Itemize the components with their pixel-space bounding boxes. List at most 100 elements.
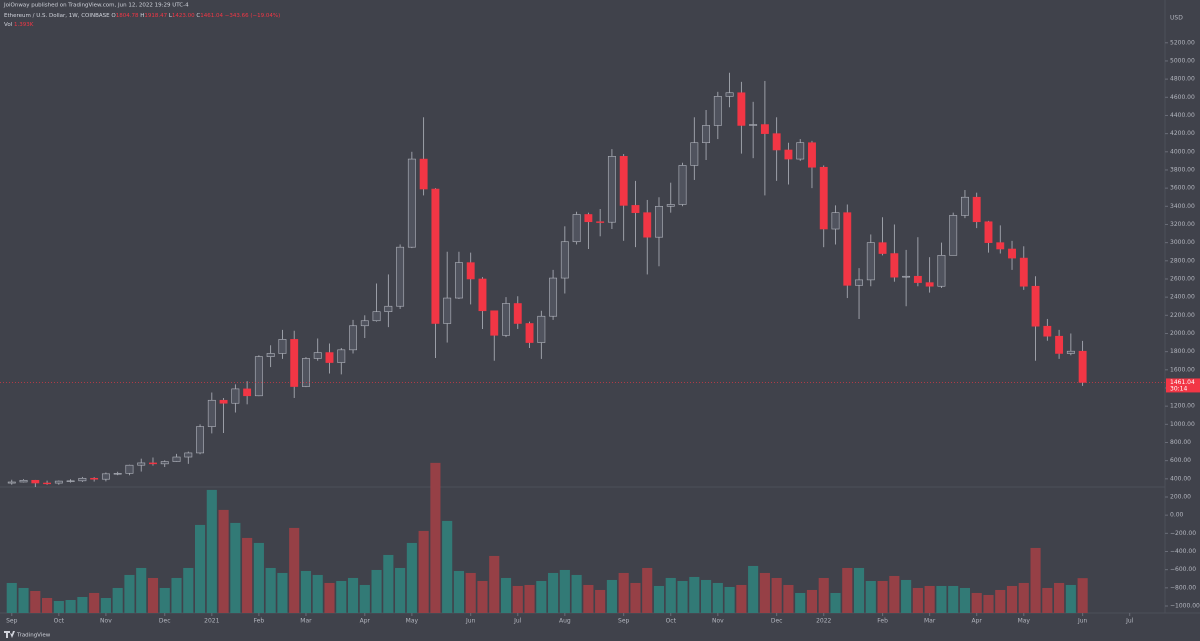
y-tick-label: 4200.00 — [1170, 130, 1195, 137]
volume-bar — [159, 587, 170, 613]
candle-body — [655, 206, 663, 238]
volume-bar — [30, 590, 41, 613]
candle-body — [690, 142, 699, 166]
y-tick-label: 1200.00 — [1170, 403, 1195, 410]
x-tick-label: Mar — [300, 618, 312, 625]
candle-body — [313, 352, 322, 359]
candle-body — [360, 320, 369, 327]
y-tick-label: −800.00 — [1170, 584, 1196, 591]
y-tick-label: 2400.00 — [1170, 294, 1195, 301]
candle-body — [666, 204, 675, 207]
volume-bar — [877, 580, 888, 613]
candle-body — [749, 124, 758, 126]
x-tick-label: Feb — [254, 618, 265, 625]
volume-bar — [42, 597, 53, 613]
candle-body — [972, 196, 981, 223]
candle-body — [254, 356, 263, 397]
legend-value: 1461.04 — [200, 13, 223, 19]
candle-body — [337, 349, 346, 363]
candle-body — [466, 262, 475, 280]
volume-bar — [806, 589, 818, 613]
candle-body — [855, 279, 863, 286]
y-tick-label: 800.00 — [1170, 439, 1191, 446]
volume-bar — [759, 572, 770, 613]
y-tick-label: 2800.00 — [1170, 257, 1195, 264]
volume-bar — [830, 592, 841, 613]
candle-body — [384, 305, 393, 312]
volume-bar — [206, 489, 217, 613]
volume-bar — [183, 567, 194, 613]
candle-body — [843, 212, 852, 286]
y-tick-label: 1000.00 — [1170, 421, 1195, 428]
candle-body — [407, 158, 416, 248]
volume-bar — [1006, 585, 1018, 613]
legend-value: 1423.00 — [172, 13, 195, 19]
candle-body — [619, 156, 628, 206]
legend-field: C — [196, 13, 200, 19]
x-tick-label: Jul — [1125, 618, 1134, 625]
volume-bar — [1030, 547, 1041, 613]
candle-body — [643, 212, 652, 238]
last-price-label: 1461.04 — [1170, 379, 1195, 386]
volume-pane — [6, 462, 1088, 613]
volume-bar — [536, 580, 547, 613]
candle-body — [43, 482, 52, 485]
candle-body — [207, 399, 216, 427]
legend-value: 1918.47 — [144, 13, 167, 19]
volume-bar — [548, 572, 559, 613]
candle-body — [149, 462, 157, 465]
candle-body — [90, 477, 99, 480]
candle-body — [949, 215, 958, 256]
volume-bar — [359, 584, 370, 613]
volume-bar — [418, 530, 429, 613]
volume-bar — [430, 462, 441, 613]
y-tick-label: 4000.00 — [1170, 148, 1195, 155]
volume-bar — [1042, 587, 1053, 613]
x-tick-label: Jun — [465, 618, 476, 625]
candle-body — [902, 275, 911, 278]
x-tick-label: 2022 — [816, 618, 831, 625]
volume-bar — [865, 580, 876, 613]
volume-bar — [642, 567, 653, 613]
y-tick-label: 3000.00 — [1170, 239, 1195, 246]
candle-body — [878, 242, 887, 254]
legend: Ethereum / U.S. Dollar, 1W, COINBASE O18… — [4, 13, 280, 19]
x-tick-label: Apr — [360, 618, 371, 625]
candle-body — [1055, 335, 1064, 354]
price-pane — [0, 72, 1165, 488]
candle-body — [502, 303, 510, 336]
volume-bar — [1065, 584, 1076, 613]
volume-bar — [1054, 582, 1065, 613]
y-tick-label: 2000.00 — [1170, 330, 1195, 337]
brand: TradingView — [4, 631, 51, 639]
candle-body — [525, 323, 534, 343]
candle-body — [607, 156, 616, 223]
candle-body — [278, 339, 287, 354]
candle-body — [231, 388, 240, 404]
y-tick-label: 1800.00 — [1170, 348, 1195, 355]
candle-body — [266, 353, 275, 357]
x-tick-label: Dec — [159, 618, 171, 625]
candle-body — [996, 242, 1005, 250]
volume-bar — [512, 585, 523, 613]
y-tick-label: 5000.00 — [1170, 57, 1195, 64]
volume-bar — [124, 574, 135, 613]
volume-bar — [983, 594, 994, 613]
x-tick-label: Nov — [100, 618, 112, 625]
candle-body — [702, 125, 711, 144]
candle-body — [819, 166, 828, 230]
volume-bar — [18, 587, 29, 613]
volume-bar — [77, 596, 88, 613]
candle-body — [349, 325, 357, 351]
volume-bar — [936, 585, 947, 613]
volume-bar — [383, 554, 394, 613]
volume-bar — [618, 572, 629, 613]
volume-bar — [948, 585, 959, 613]
y-tick-label: 4400.00 — [1170, 112, 1195, 119]
volume-bar — [524, 584, 535, 613]
candle-body — [78, 477, 87, 482]
x-tick-label: Dec — [771, 618, 783, 625]
x-tick-label: Feb — [877, 618, 888, 625]
volume-bar — [312, 574, 323, 613]
candle-body — [54, 480, 63, 484]
